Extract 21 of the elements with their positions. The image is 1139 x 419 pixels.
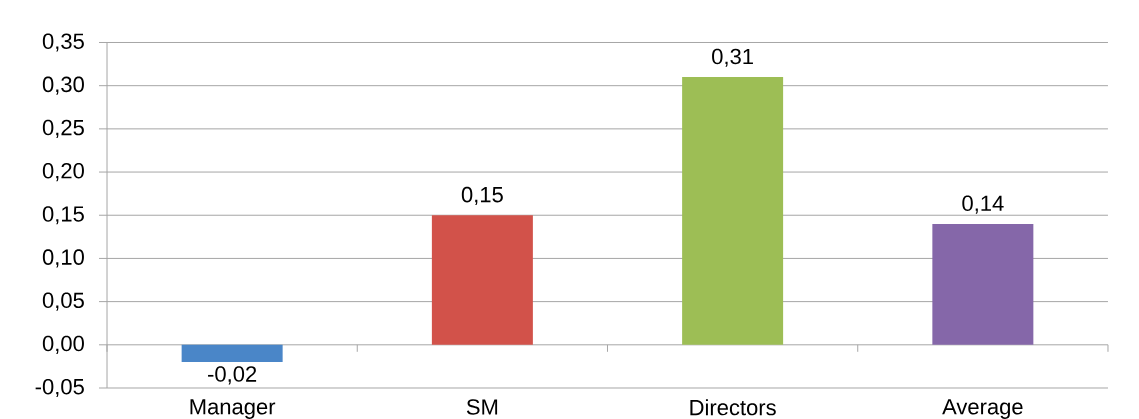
- x-tick-label: Directors: [690, 399, 776, 416]
- y-tick-label: 0,05: [42, 292, 84, 311]
- bar: [181, 344, 283, 363]
- y-tick-label: 0,20: [42, 162, 84, 182]
- y-tick-label: 0,10: [42, 249, 84, 268]
- bar: [431, 215, 533, 345]
- y-tick-label: -0,05: [35, 378, 84, 398]
- data-label: 0,15: [461, 186, 503, 206]
- y-tick-label: 0,00: [42, 335, 84, 354]
- data-label: 0,14: [962, 195, 1004, 214]
- data-label: 0,31: [712, 48, 753, 67]
- y-tick-label: 0,30: [42, 76, 84, 95]
- bar: [682, 77, 784, 345]
- data-label: -0,02: [208, 366, 257, 385]
- bar: [932, 223, 1034, 345]
- x-tick-label: Average: [942, 399, 1023, 419]
- y-tick-label: 0,35: [42, 33, 84, 52]
- y-tick-label: 0,15: [42, 206, 84, 225]
- x-tick-label: SM: [466, 399, 498, 415]
- y-tick-label: 0,25: [42, 119, 84, 138]
- x-tick-label: Manager: [190, 399, 276, 419]
